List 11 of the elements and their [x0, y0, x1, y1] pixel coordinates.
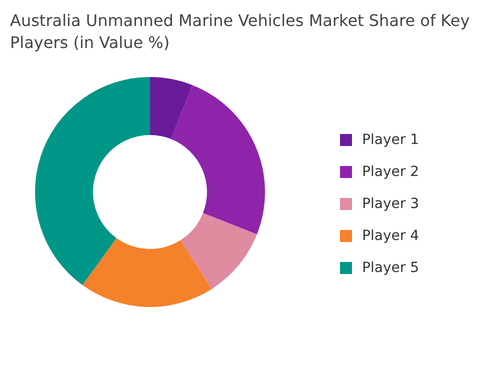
legend-label: Player 3 — [362, 196, 419, 212]
legend-label: Player 5 — [362, 260, 419, 276]
chart-title: Australia Unmanned Marine Vehicles Market Share of Key Players (in Value %) — [9, 10, 471, 54]
donut-slice — [35, 77, 150, 286]
donut-slice — [150, 77, 192, 140]
donut-slice — [180, 212, 257, 290]
donut-slice — [170, 85, 265, 234]
legend-label: Player 2 — [362, 164, 419, 180]
donut-slice — [82, 238, 212, 307]
legend-label: Player 4 — [362, 228, 419, 244]
legend-label: Player 1 — [362, 132, 419, 148]
